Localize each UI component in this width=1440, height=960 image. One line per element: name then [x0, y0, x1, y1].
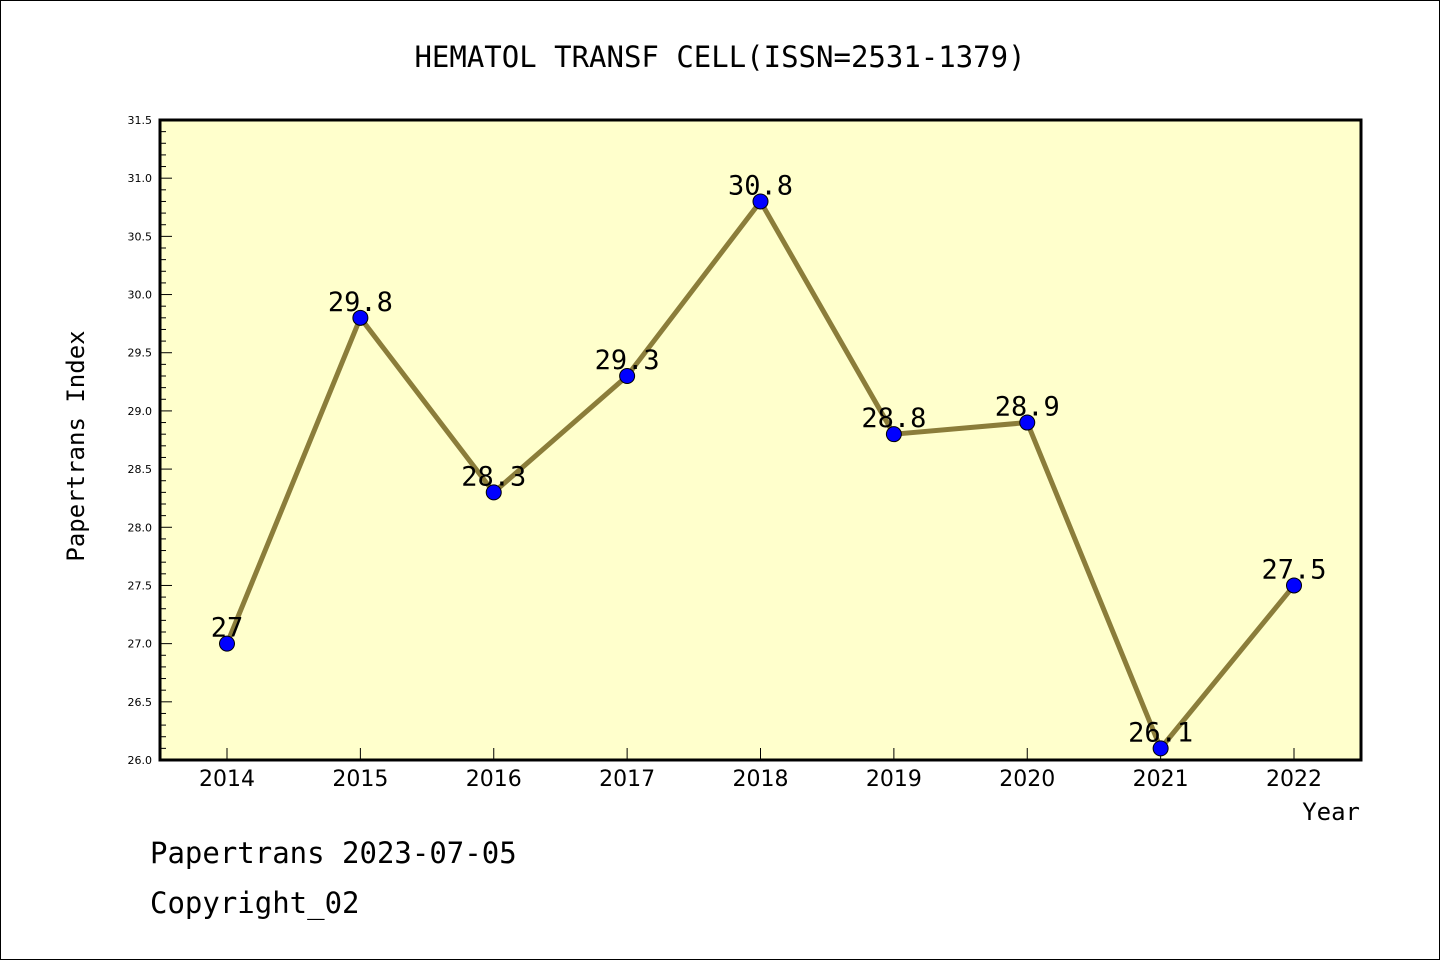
y-tick-label: 30.5 — [128, 230, 153, 243]
x-axis-label: Year — [1302, 798, 1360, 826]
data-point — [619, 368, 636, 384]
data-point — [885, 426, 902, 443]
plot-area — [158, 118, 1363, 762]
data-label: 28.3 — [461, 461, 526, 492]
y-tick-label: 31.0 — [128, 172, 153, 185]
data-point — [1152, 740, 1169, 757]
y-axis-label: Papertrans Index — [62, 330, 90, 561]
y-tick-label: 29.0 — [128, 405, 153, 418]
x-tick-label: 2021 — [1133, 767, 1189, 792]
y-tick-label: 27.5 — [128, 579, 153, 592]
y-tick-label: 28.5 — [128, 463, 153, 476]
data-point — [752, 193, 769, 210]
x-tick-label: 2019 — [866, 767, 922, 792]
data-label: 28.8 — [861, 403, 926, 434]
y-axis: 26.0 26.5 27.0 27.5 28.0 28.5 29.0 29.5 30.0 30.5… — [128, 114, 172, 767]
data-label: 29.3 — [595, 345, 660, 376]
data-point — [219, 635, 235, 652]
x-axis: 2014 2015 2016 2017 2018 2019 2020 2021 2022 — [199, 748, 1322, 792]
x-tick-label: 2014 — [199, 767, 255, 792]
x-tick-label: 2022 — [1266, 767, 1322, 792]
y-tick-label: 28.0 — [128, 521, 153, 534]
footer-date: Papertrans 2023-07-05 — [150, 836, 517, 870]
data-point — [1286, 577, 1302, 594]
data-point — [352, 309, 369, 326]
x-tick-label: 2018 — [733, 767, 789, 792]
data-label: 29.8 — [328, 287, 393, 318]
y-tick-label: 26.5 — [128, 696, 153, 709]
y-tick-label: 27.0 — [128, 638, 153, 651]
y-tick-label: 26.0 — [128, 754, 153, 767]
x-tick-label: 2017 — [599, 767, 655, 792]
x-tick-label: 2016 — [466, 767, 522, 792]
x-tick-label: 2015 — [332, 767, 388, 792]
data-label: 30.8 — [728, 170, 793, 201]
y-tick-label: 31.5 — [128, 114, 153, 127]
data-label: 28.9 — [995, 392, 1060, 423]
chart-title: HEMATOL TRANSF CELL(ISSN=2531-1379) — [414, 40, 1025, 74]
data-point — [485, 484, 502, 501]
data-point — [1019, 414, 1036, 431]
data-label: 27 — [211, 613, 244, 644]
y-tick-label: 29.5 — [128, 347, 153, 360]
data-label: 27.5 — [1261, 554, 1326, 585]
footer-copyright: Copyright_02 — [150, 886, 360, 920]
x-tick-label: 2020 — [999, 767, 1055, 792]
data-label: 26.1 — [1128, 717, 1193, 748]
y-tick-label: 30.0 — [128, 289, 153, 302]
series-group: 27 29.8 28.3 29.3 30.8 28.8 28.9 26.1 27.5 — [211, 170, 1327, 757]
